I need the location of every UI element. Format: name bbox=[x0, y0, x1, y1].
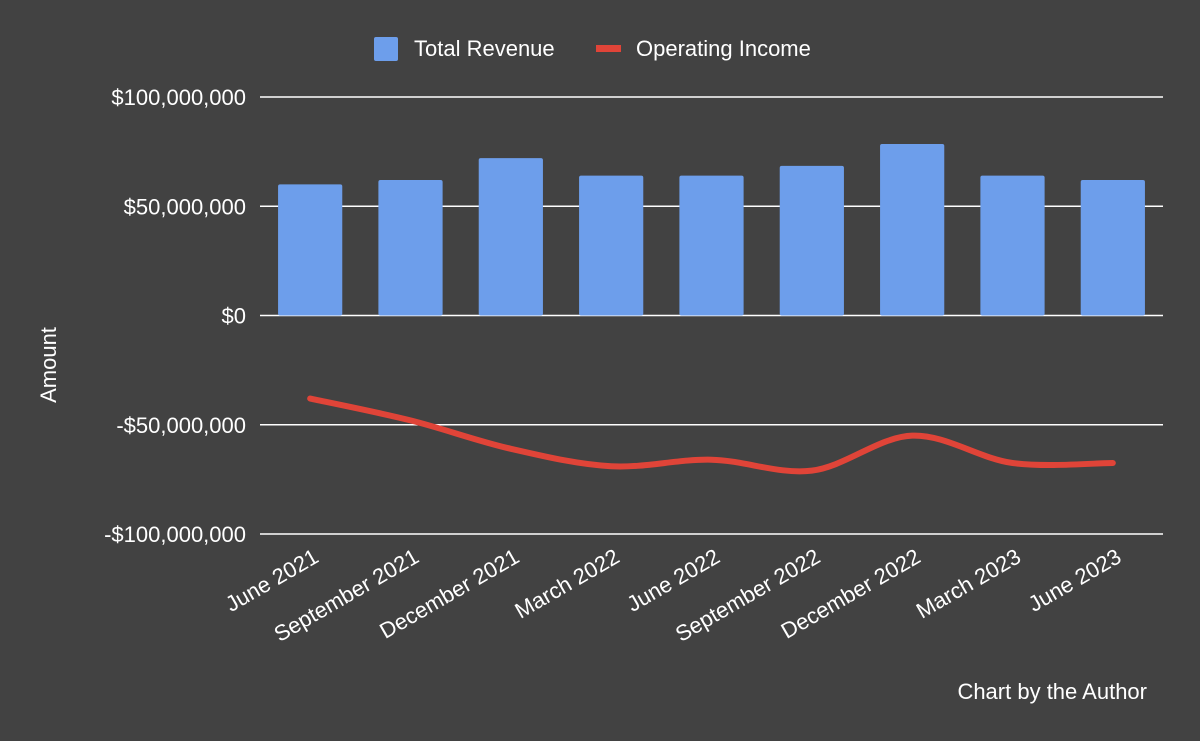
bar-total-revenue bbox=[478, 158, 543, 316]
y-tick-label: $0 bbox=[222, 304, 246, 329]
legend-swatch-total-revenue bbox=[374, 37, 398, 61]
bar-total-revenue bbox=[779, 165, 844, 316]
y-tick-label: $100,000,000 bbox=[111, 85, 246, 110]
y-tick-label: -$100,000,000 bbox=[104, 522, 246, 547]
y-axis-ticks: $100,000,000 $50,000,000 $0 -$50,000,000 -$1… bbox=[104, 85, 246, 547]
x-tick-label: March 2022 bbox=[511, 544, 624, 624]
y-tick-label: $50,000,000 bbox=[124, 194, 246, 219]
y-tick-label: -$50,000,000 bbox=[116, 413, 246, 438]
bar-total-revenue bbox=[1080, 180, 1145, 316]
x-tick-label: March 2023 bbox=[912, 544, 1025, 624]
legend: Total Revenue Operating Income bbox=[374, 36, 811, 61]
chart-annotation: Chart by the Author bbox=[957, 679, 1147, 704]
bar-total-revenue bbox=[980, 175, 1045, 316]
bar-total-revenue bbox=[679, 175, 744, 316]
legend-label-operating-income: Operating Income bbox=[636, 36, 811, 61]
bar-total-revenue bbox=[880, 143, 945, 316]
operating-income-line bbox=[307, 395, 1116, 475]
x-tick-label: June 2023 bbox=[1024, 544, 1125, 617]
y-axis-label: Amount bbox=[36, 327, 61, 403]
bar-total-revenue bbox=[278, 184, 343, 316]
bar-total-revenue bbox=[378, 180, 443, 316]
legend-swatch-operating-income bbox=[596, 45, 621, 52]
legend-label-total-revenue: Total Revenue bbox=[414, 36, 555, 61]
bar-total-revenue bbox=[579, 175, 644, 316]
bars bbox=[278, 143, 1145, 316]
